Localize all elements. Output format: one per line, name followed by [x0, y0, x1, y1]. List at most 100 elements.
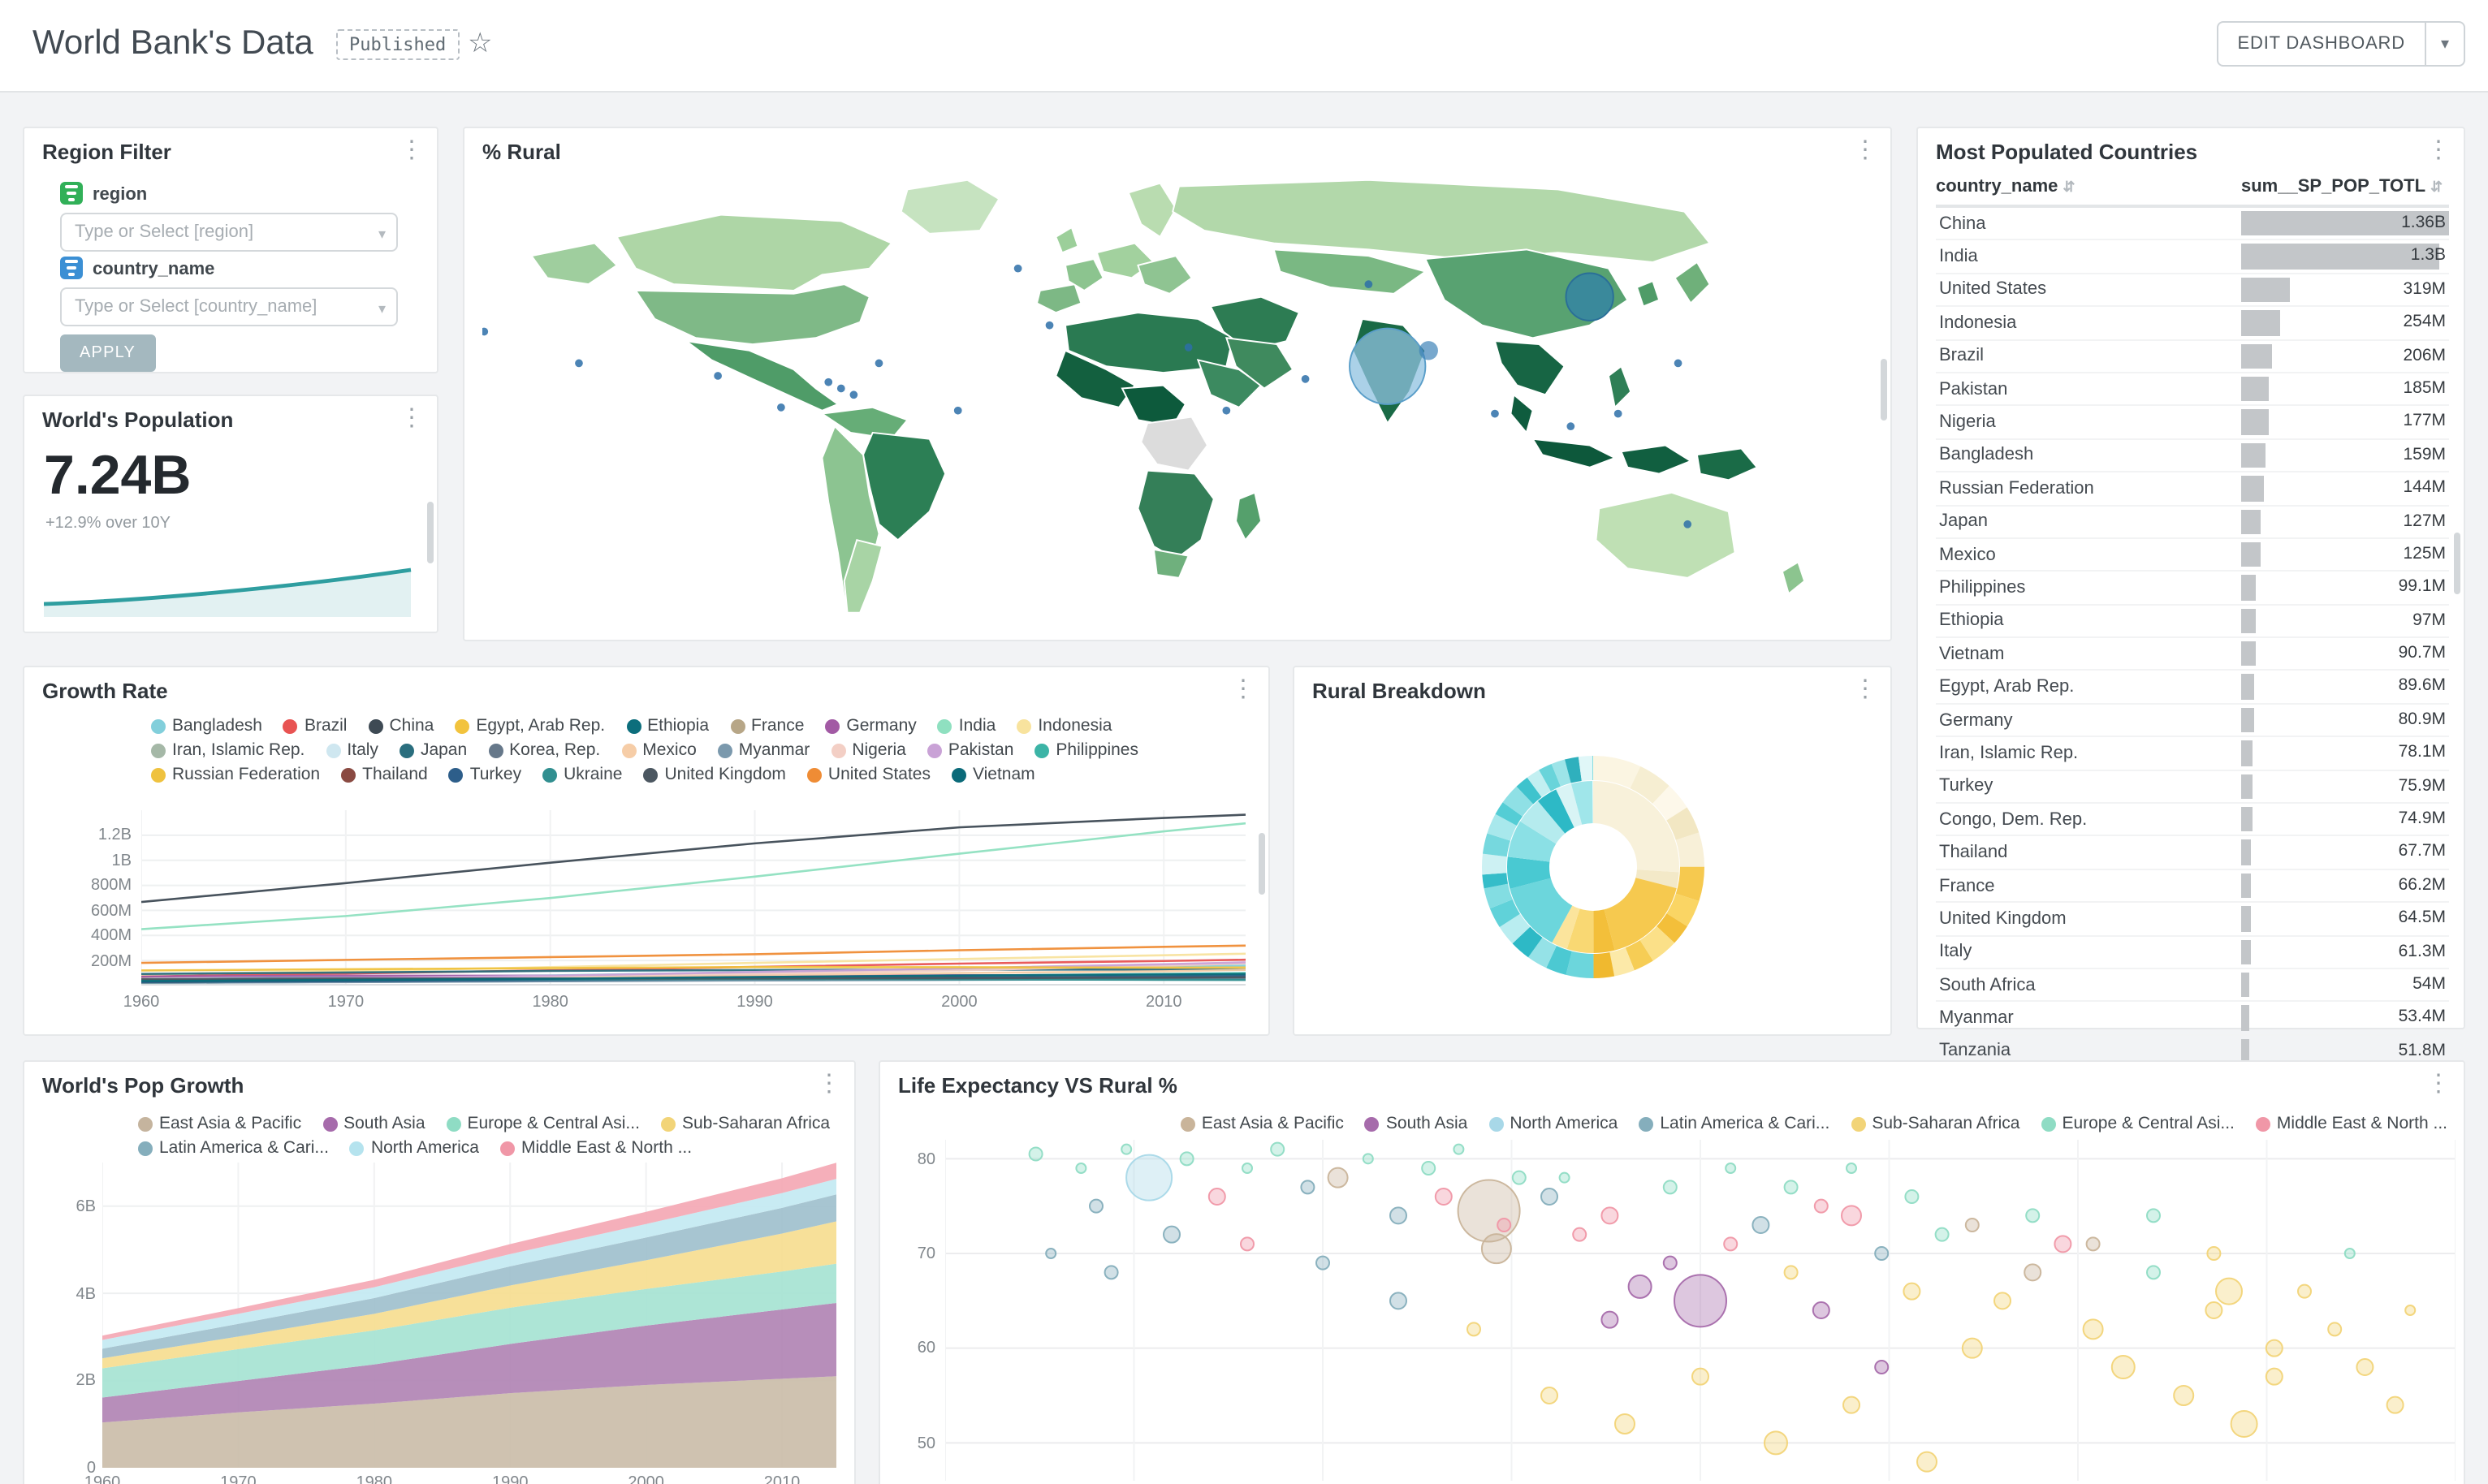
- rural-breakdown-donut[interactable]: [1294, 710, 1894, 1018]
- legend-item[interactable]: Turkey: [448, 765, 521, 784]
- table-row[interactable]: South Africa 54M: [1936, 969, 2449, 1003]
- legend-item[interactable]: East Asia & Pacific: [138, 1114, 301, 1133]
- legend-item[interactable]: Ethiopia: [626, 716, 709, 736]
- legend-item[interactable]: Europe & Central Asi...: [446, 1114, 640, 1133]
- legend-item[interactable]: Middle East & North ...: [2255, 1114, 2447, 1133]
- country-name-filter-input[interactable]: [60, 287, 398, 326]
- card-menu-icon[interactable]: ⋮: [1853, 675, 1877, 703]
- table-row[interactable]: Congo, Dem. Rep. 74.9M: [1936, 804, 2449, 837]
- table-row[interactable]: United Kingdom 64.5M: [1936, 903, 2449, 937]
- legend-item[interactable]: Vietnam: [952, 765, 1035, 784]
- favorite-star-icon[interactable]: ☆: [468, 28, 493, 58]
- legend-item[interactable]: Russian Federation: [151, 765, 320, 784]
- table-row[interactable]: China 1.36B: [1936, 208, 2449, 241]
- chevron-down-icon[interactable]: ▾: [378, 226, 387, 242]
- population-bar: [2241, 1005, 2249, 1031]
- legend-item[interactable]: Egypt, Arab Rep.: [455, 716, 605, 736]
- table-row[interactable]: Myanmar 53.4M: [1936, 1003, 2449, 1036]
- sort-icon[interactable]: ⇵: [2063, 179, 2075, 195]
- legend-dot: [717, 743, 732, 757]
- table-row[interactable]: Turkey 75.9M: [1936, 770, 2449, 805]
- legend-item[interactable]: United States: [806, 765, 931, 784]
- legend-item[interactable]: Sub-Saharan Africa: [660, 1114, 830, 1133]
- table-row[interactable]: Tanzania 51.8M: [1936, 1036, 2449, 1069]
- legend-item[interactable]: Germany: [825, 716, 917, 736]
- legend-item[interactable]: Sub-Saharan Africa: [1851, 1114, 2019, 1133]
- table-row[interactable]: India 1.3B: [1936, 241, 2449, 274]
- legend-item[interactable]: Bangladesh: [151, 716, 262, 736]
- sort-icon[interactable]: ⇵: [2430, 179, 2443, 195]
- table-row[interactable]: Germany 80.9M: [1936, 705, 2449, 738]
- table-row[interactable]: Italy 61.3M: [1936, 936, 2449, 969]
- table-row[interactable]: Russian Federation 144M: [1936, 472, 2449, 507]
- legend-item[interactable]: North America: [349, 1138, 479, 1158]
- legend-item[interactable]: United Kingdom: [643, 765, 786, 784]
- legend-item[interactable]: Europe & Central Asi...: [2041, 1114, 2235, 1133]
- legend-item[interactable]: Italy: [326, 740, 378, 760]
- card-menu-icon[interactable]: ⋮: [1231, 675, 1255, 703]
- legend-item[interactable]: Nigeria: [831, 740, 906, 760]
- table-row[interactable]: Mexico 125M: [1936, 539, 2449, 572]
- table-row[interactable]: Brazil 206M: [1936, 340, 2449, 373]
- legend-item[interactable]: India: [937, 716, 996, 736]
- edit-dashboard-caret-button[interactable]: ▾: [2425, 21, 2465, 67]
- table-row[interactable]: United States 319M: [1936, 274, 2449, 308]
- pop-growth-chart[interactable]: [102, 1163, 836, 1468]
- legend-dot: [2255, 1116, 2270, 1131]
- legend-item[interactable]: Myanmar: [717, 740, 810, 760]
- card-menu-icon[interactable]: ⋮: [2426, 136, 2451, 164]
- legend-item[interactable]: Japan: [399, 740, 467, 760]
- table-row[interactable]: Japan 127M: [1936, 506, 2449, 539]
- published-badge[interactable]: Published: [336, 29, 460, 60]
- card-menu-icon[interactable]: ⋮: [400, 136, 424, 164]
- card-menu-icon[interactable]: ⋮: [400, 404, 424, 432]
- legend-item[interactable]: Latin America & Cari...: [138, 1138, 329, 1158]
- population-sparkline[interactable]: [44, 546, 421, 620]
- legend-item[interactable]: Philippines: [1035, 740, 1138, 760]
- legend-item[interactable]: Indonesia: [1017, 716, 1112, 736]
- chevron-down-icon[interactable]: ▾: [378, 300, 387, 317]
- card-menu-icon[interactable]: ⋮: [1853, 136, 1877, 164]
- resize-handle[interactable]: [1881, 358, 1887, 421]
- legend-item[interactable]: South Asia: [1364, 1114, 1467, 1133]
- legend-item[interactable]: China: [368, 716, 434, 736]
- table-row[interactable]: Bangladesh 159M: [1936, 439, 2449, 473]
- resize-handle[interactable]: [2454, 533, 2460, 595]
- resize-handle[interactable]: [1259, 832, 1265, 895]
- table-row[interactable]: France 66.2M: [1936, 870, 2449, 904]
- legend-item[interactable]: South Asia: [322, 1114, 425, 1133]
- apply-button[interactable]: APPLY: [60, 334, 155, 372]
- legend-item[interactable]: Latin America & Cari...: [1639, 1114, 1829, 1133]
- column-header-population[interactable]: sum__SP_POP_TOTL ⇵: [2241, 177, 2443, 196]
- table-row[interactable]: Egypt, Arab Rep. 89.6M: [1936, 671, 2449, 705]
- table-row[interactable]: Thailand 67.7M: [1936, 837, 2449, 870]
- column-header-country[interactable]: country_name ⇵: [1936, 177, 2075, 196]
- legend-item[interactable]: Iran, Islamic Rep.: [151, 740, 305, 760]
- legend-dot: [831, 743, 846, 757]
- table-row[interactable]: Philippines 99.1M: [1936, 572, 2449, 606]
- table-row[interactable]: Vietnam 90.7M: [1936, 638, 2449, 671]
- legend-item[interactable]: France: [730, 716, 804, 736]
- legend-item[interactable]: Pakistan: [927, 740, 1013, 760]
- legend-item[interactable]: North America: [1488, 1114, 1618, 1133]
- growth-rate-chart[interactable]: [141, 810, 1246, 986]
- legend-item[interactable]: Mexico: [621, 740, 697, 760]
- card-menu-icon[interactable]: ⋮: [2426, 1070, 2451, 1098]
- legend-item[interactable]: Brazil: [283, 716, 347, 736]
- edit-dashboard-button[interactable]: EDIT DASHBOARD: [2216, 21, 2426, 67]
- table-row[interactable]: Iran, Islamic Rep. 78.1M: [1936, 738, 2449, 771]
- life-expectancy-chart[interactable]: [945, 1140, 2456, 1481]
- table-row[interactable]: Nigeria 177M: [1936, 407, 2449, 440]
- table-row[interactable]: Ethiopia 97M: [1936, 605, 2449, 639]
- card-menu-icon[interactable]: ⋮: [817, 1070, 841, 1098]
- table-row[interactable]: Indonesia 254M: [1936, 307, 2449, 341]
- world-map-svg[interactable]: [482, 174, 1876, 632]
- legend-item[interactable]: Thailand: [341, 765, 428, 784]
- legend-item[interactable]: Korea, Rep.: [488, 740, 600, 760]
- legend-item[interactable]: Ukraine: [542, 765, 622, 784]
- resize-handle[interactable]: [427, 502, 434, 564]
- legend-item[interactable]: East Asia & Pacific: [1180, 1114, 1344, 1133]
- table-row[interactable]: Pakistan 185M: [1936, 373, 2449, 407]
- region-filter-input[interactable]: [60, 213, 398, 252]
- legend-item[interactable]: Middle East & North ...: [500, 1138, 692, 1158]
